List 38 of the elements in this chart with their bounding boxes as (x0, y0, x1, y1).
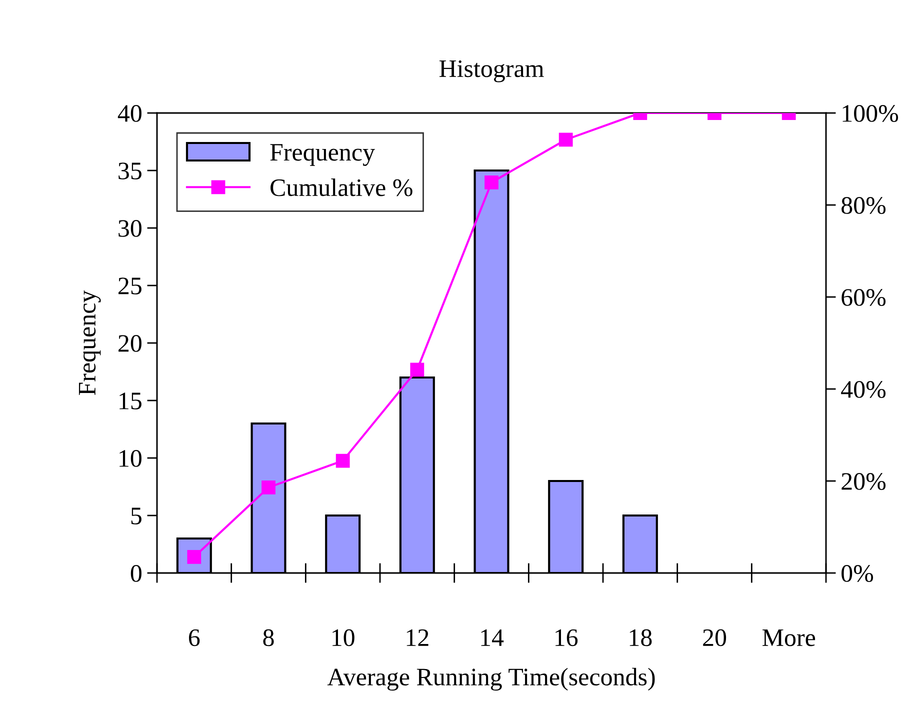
y-tick-label: 5 (131, 508, 142, 524)
y-tick-label: 15 (120, 392, 142, 410)
x-tick-label: 6 (188, 629, 200, 646)
x-tick-label: 12 (406, 629, 428, 646)
point (410, 362, 424, 377)
y-tick-label: 40 (118, 105, 142, 122)
y2-tick-label: 60% (842, 289, 886, 306)
y-tick-label: 30 (118, 220, 142, 237)
bar (474, 169, 510, 573)
legend-label: Cumulative % (270, 178, 412, 196)
x-tick-label: 16 (556, 629, 578, 646)
y-tick-label: 0 (130, 565, 142, 582)
bar (399, 376, 435, 573)
chart-title: Histogram (439, 60, 544, 82)
bar (622, 514, 658, 573)
y2-tick-label: 80% (842, 197, 886, 214)
x-axis-title: Average Running Time(seconds) (327, 668, 655, 691)
y-tick-label: 25 (118, 278, 142, 294)
x-tick-label: More (762, 630, 816, 646)
bar (325, 514, 361, 573)
point (336, 454, 350, 468)
bar (548, 480, 584, 573)
x-tick-label: 14 (481, 629, 504, 646)
legend-label: Frequency (270, 144, 375, 166)
y-tick-label: 10 (120, 450, 142, 467)
y-tick-label: 35 (118, 162, 142, 180)
x-tick-label: 18 (630, 629, 652, 646)
x-tick-label: 20 (703, 629, 726, 646)
x-tick-label: 8 (263, 629, 274, 646)
y2-tick-label: 40% (841, 381, 886, 398)
bar (250, 422, 286, 573)
y2-tick-label: 20% (842, 473, 886, 490)
x-tick-label: 10 (332, 629, 354, 646)
y2-tick-label: 0% (842, 565, 874, 582)
point (262, 480, 276, 494)
y2-tick-label: 100% (842, 105, 898, 122)
y-axis-title: Frequency (78, 290, 101, 396)
y-tick-label: 20 (118, 335, 142, 352)
